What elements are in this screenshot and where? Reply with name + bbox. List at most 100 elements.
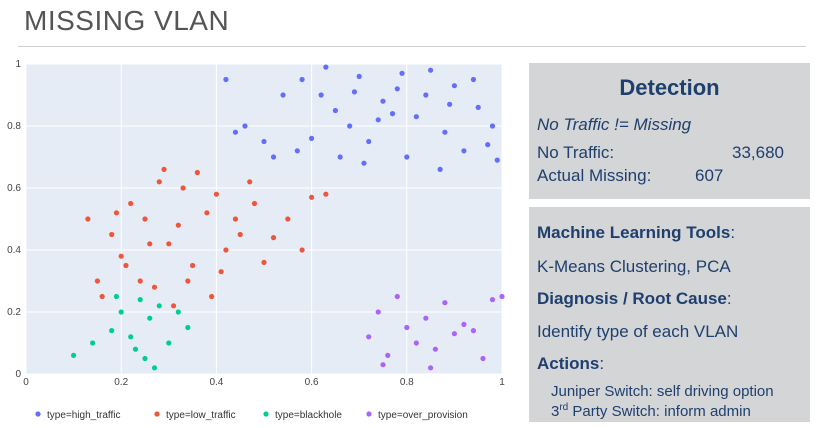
tools-text: K-Means Clustering, PCA xyxy=(537,257,731,276)
data-point xyxy=(204,210,210,216)
data-point xyxy=(461,148,467,154)
data-point xyxy=(389,111,396,117)
data-point xyxy=(123,262,129,269)
data-point xyxy=(447,101,453,107)
legend-item: type=blackhole xyxy=(263,410,342,421)
action-third-party: 3rd Party Switch: inform admin xyxy=(551,402,751,420)
x-tick-label: 0.6 xyxy=(305,377,319,388)
data-point xyxy=(109,328,115,334)
data-point xyxy=(294,148,300,154)
data-point xyxy=(309,135,315,141)
data-point xyxy=(380,98,386,104)
legend-item: type=high_traffic xyxy=(35,410,120,421)
legend-label: type=low_traffic xyxy=(166,410,236,421)
data-point xyxy=(337,154,343,160)
data-point xyxy=(128,200,134,207)
data-point xyxy=(142,355,148,362)
y-tick-label: 0.4 xyxy=(7,245,21,256)
data-point xyxy=(137,278,143,284)
data-point xyxy=(366,334,372,340)
data-point xyxy=(218,269,224,275)
diagnosis-heading: Diagnosis / Root Cause: xyxy=(537,289,732,308)
data-point xyxy=(166,340,172,346)
data-point xyxy=(270,154,277,160)
data-point xyxy=(156,303,162,309)
title-divider xyxy=(18,46,806,47)
legend-marker xyxy=(154,411,160,417)
data-point xyxy=(499,293,505,300)
series-low-traffic xyxy=(85,166,329,309)
tools-heading: Machine Learning Tools: xyxy=(537,223,736,242)
data-point xyxy=(428,365,434,371)
data-point xyxy=(71,352,77,358)
legend-label: type=over_provision xyxy=(378,410,468,421)
legend-label: type=high_traffic xyxy=(47,410,120,421)
data-point xyxy=(151,284,158,290)
data-point xyxy=(109,231,115,238)
data-point xyxy=(175,309,181,315)
y-tick-label: 0.6 xyxy=(7,183,21,194)
diagnosis-text: Identify type of each VLAN xyxy=(537,322,739,341)
data-point xyxy=(299,76,305,83)
slide-title: MISSING VLAN xyxy=(24,5,230,36)
data-point xyxy=(375,117,381,123)
data-point xyxy=(242,123,248,129)
data-point xyxy=(309,194,315,200)
data-point xyxy=(475,104,481,110)
data-point xyxy=(237,231,243,238)
x-tick-label: 0.4 xyxy=(209,377,223,388)
data-point xyxy=(94,278,100,284)
actual-missing-value: 607 xyxy=(695,166,724,185)
data-point xyxy=(428,67,434,73)
data-point xyxy=(128,334,134,340)
data-point xyxy=(442,300,448,306)
detection-subtitle: No Traffic != Missing xyxy=(537,115,692,134)
data-point xyxy=(85,216,91,222)
data-point xyxy=(404,324,410,331)
data-point xyxy=(223,76,229,83)
data-point xyxy=(180,185,186,191)
data-point xyxy=(423,315,429,321)
data-point xyxy=(437,166,443,172)
data-point xyxy=(223,247,229,253)
data-point xyxy=(394,293,400,300)
data-point xyxy=(399,70,405,76)
data-point xyxy=(118,309,124,315)
data-point xyxy=(147,315,153,321)
data-point xyxy=(413,114,419,120)
actions-heading: Actions: xyxy=(537,354,605,373)
data-point xyxy=(185,324,191,331)
data-point xyxy=(261,259,267,265)
data-point xyxy=(356,73,362,79)
x-tick-label: 0.8 xyxy=(400,377,414,388)
series-blackhole xyxy=(71,293,191,371)
data-point xyxy=(323,64,329,70)
data-point xyxy=(113,210,120,216)
data-point xyxy=(442,129,448,135)
detection-panel: Detection No Traffic != Missing No Traff… xyxy=(529,63,810,199)
data-point xyxy=(351,89,358,95)
data-point xyxy=(323,191,329,197)
actual-missing-label: Actual Missing: xyxy=(537,166,652,185)
data-point xyxy=(156,179,162,185)
data-point xyxy=(113,293,120,300)
data-point xyxy=(270,235,277,241)
data-point xyxy=(190,262,196,269)
data-point xyxy=(280,92,286,98)
data-point xyxy=(366,138,372,145)
data-point xyxy=(480,355,486,362)
series-high-traffic xyxy=(223,64,500,172)
data-point xyxy=(451,331,457,337)
data-point xyxy=(489,123,496,129)
y-tick-label: 1 xyxy=(15,59,21,70)
data-point xyxy=(137,297,143,303)
data-point xyxy=(99,293,105,300)
legend-label: type=blackhole xyxy=(275,410,342,421)
data-point xyxy=(132,346,139,352)
y-tick-label: 0 xyxy=(15,369,21,380)
series-over-provision xyxy=(366,293,505,371)
data-point xyxy=(318,92,324,98)
x-tick-label: 0 xyxy=(23,377,29,388)
data-point xyxy=(151,365,158,371)
data-point xyxy=(394,86,400,92)
